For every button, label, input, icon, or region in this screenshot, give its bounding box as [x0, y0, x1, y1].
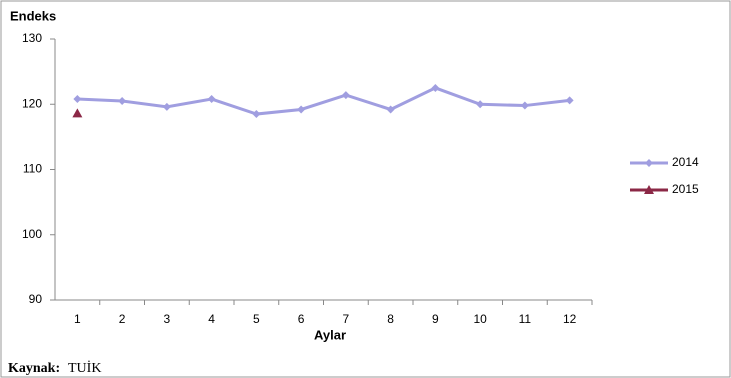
x-tick-label: 2: [119, 312, 126, 326]
y-tick-label: 90: [29, 292, 43, 306]
x-tick-label: 10: [473, 312, 487, 326]
data-point: [565, 96, 574, 105]
legend-label: 2015: [672, 182, 699, 196]
data-point: [341, 91, 350, 100]
y-tick-label: 130: [22, 31, 42, 45]
data-point: [386, 105, 395, 114]
x-tick-label: 1: [74, 312, 81, 326]
data-point: [252, 110, 261, 119]
x-tick-label: 9: [432, 312, 439, 326]
y-tick-label: 100: [22, 227, 42, 241]
data-point: [207, 95, 216, 104]
data-point: [476, 100, 485, 109]
data-point: [162, 102, 171, 111]
data-point: [118, 96, 127, 105]
x-tick-label: 4: [208, 312, 215, 326]
data-point: [431, 83, 440, 92]
y-tick-label: 110: [23, 162, 42, 176]
data-point: [297, 105, 306, 114]
series-line: [77, 86, 570, 116]
x-tick-label: 12: [563, 312, 577, 326]
data-point: [73, 95, 82, 104]
x-tick-label: 6: [298, 312, 305, 326]
x-tick-label: 8: [387, 312, 394, 326]
y-axis-label: Endeks: [10, 8, 56, 23]
data-point: [72, 108, 83, 118]
x-tick-label: 7: [343, 312, 350, 326]
x-tick-label: 5: [253, 312, 260, 326]
x-axis-label: Aylar: [314, 327, 346, 342]
data-point: [520, 101, 529, 110]
source: TUİK: [68, 360, 101, 376]
y-tick-label: 120: [22, 96, 42, 110]
legend-label: 2014: [672, 155, 699, 169]
x-tick-label: 11: [519, 312, 532, 326]
source-label: Kaynak:: [8, 361, 60, 376]
legend-marker: [644, 185, 654, 194]
x-tick-label: 3: [164, 312, 171, 326]
legend-marker: [645, 159, 653, 167]
